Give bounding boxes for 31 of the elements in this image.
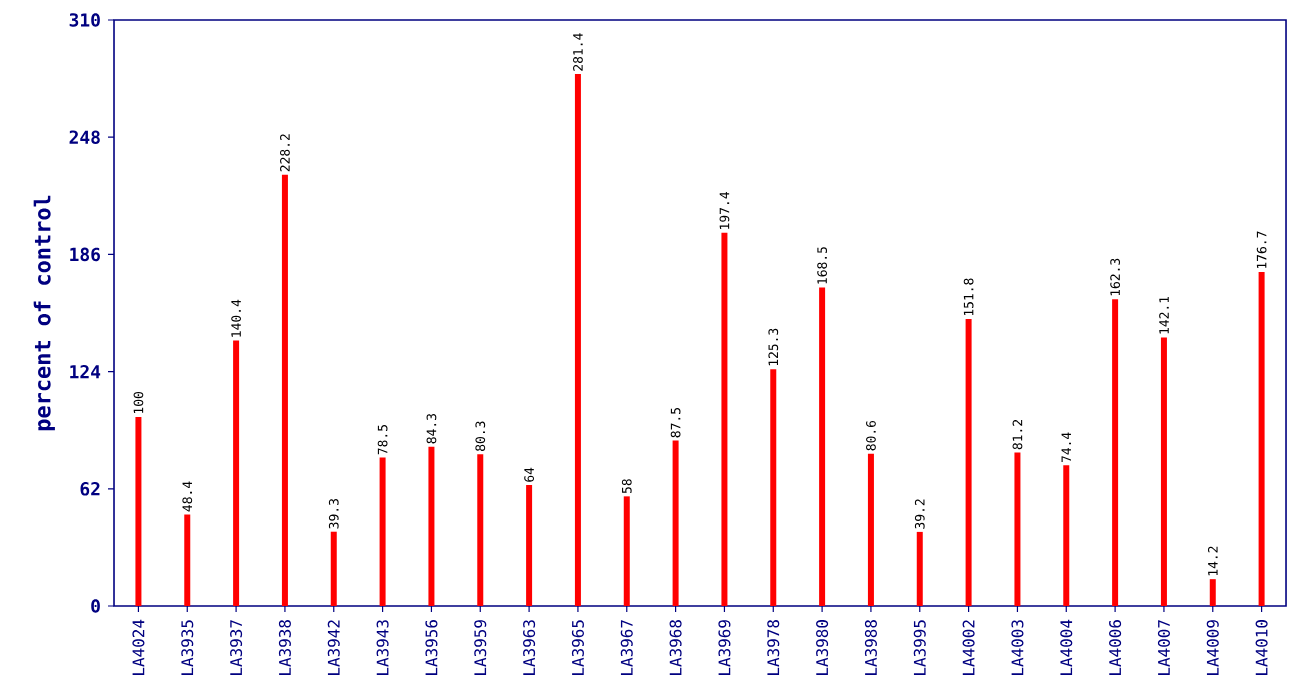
bar <box>1209 579 1216 606</box>
y-tick-label: 0 <box>91 599 100 613</box>
bar <box>1258 271 1265 606</box>
bar <box>184 514 191 606</box>
bar <box>428 446 435 606</box>
bar <box>1063 465 1070 606</box>
bar <box>379 457 386 606</box>
bar <box>1112 299 1119 606</box>
bar <box>623 496 630 606</box>
bar <box>330 531 337 606</box>
bar <box>281 174 288 606</box>
bar <box>721 232 728 606</box>
bar <box>672 440 679 606</box>
bar <box>233 340 240 606</box>
bar <box>1160 337 1167 606</box>
bar <box>1014 452 1021 606</box>
y-tick-label: 124 <box>70 364 101 379</box>
bar <box>819 287 826 606</box>
bar <box>965 319 972 606</box>
bar <box>477 454 484 606</box>
y-tick-label: 248 <box>69 130 100 144</box>
bar <box>867 453 874 606</box>
y-tick-label: 62 <box>80 482 100 496</box>
bar <box>574 74 581 606</box>
bar <box>526 485 533 606</box>
bar <box>135 416 142 606</box>
y-tick-label: 186 <box>70 247 100 262</box>
bar <box>770 369 777 606</box>
y-tick-label: 310 <box>69 13 100 27</box>
y-axis-title: percent of control <box>33 195 55 431</box>
bar <box>916 531 923 606</box>
